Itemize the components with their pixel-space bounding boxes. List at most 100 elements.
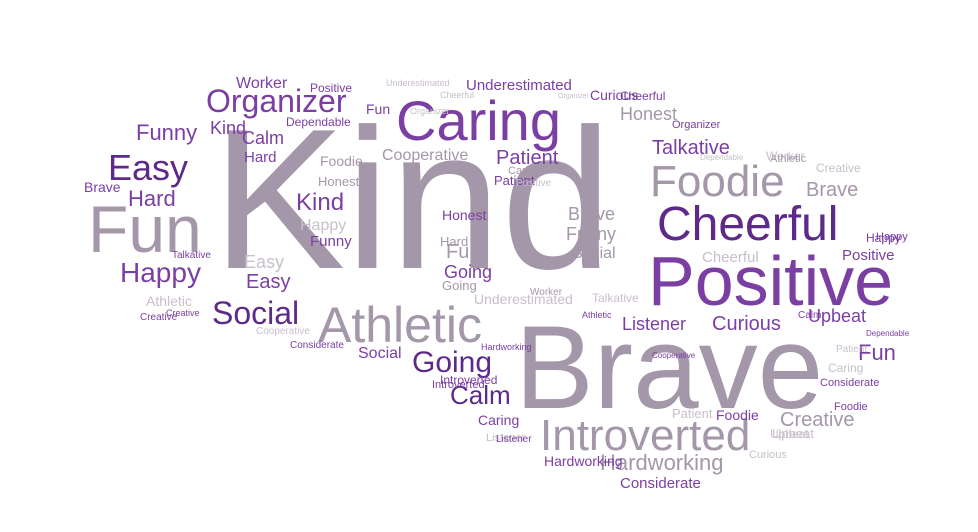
word-underestimated-86: Underestimated: [474, 291, 573, 307]
word-positive-79: Positive: [516, 178, 551, 189]
word-worker-57: Worker: [530, 287, 563, 298]
word-athletic-88: Athletic: [770, 153, 807, 165]
word-patient-17: Patient: [496, 147, 559, 169]
word-listener-95: Listener: [496, 434, 532, 445]
word-brave-90: Brave: [84, 179, 121, 195]
word-patient-96: Patient: [836, 344, 867, 355]
word-positive-58: Positive: [310, 81, 352, 95]
word-honest-49: Honest: [318, 174, 360, 189]
word-introverted-46: Introverted: [432, 379, 485, 391]
word-foodie-8: Foodie: [650, 157, 785, 206]
word-cooperative-92: Cooperative: [256, 326, 310, 337]
word-creative-25: Creative: [780, 409, 854, 431]
word-hard-38: Hard: [244, 149, 277, 166]
word-calm-27: Calm: [242, 128, 284, 148]
word-talkative-91: Talkative: [172, 250, 211, 261]
word-happy-89: Happy: [876, 231, 908, 243]
word-talkative-72: Talkative: [592, 291, 639, 305]
word-going-53: Going: [442, 278, 477, 293]
word-brave-1: Brave: [515, 302, 823, 434]
word-dependable-76: Dependable: [866, 329, 910, 338]
word-brave-39: Brave: [568, 204, 615, 224]
word-caring-98: Caring: [828, 361, 863, 375]
word-happy-36: Happy: [300, 217, 346, 234]
word-funny-37: Funny: [310, 233, 352, 250]
word-hard-55: Hard: [440, 234, 468, 249]
word-creative-99: Creative: [140, 312, 178, 323]
word-kind-0: Kind: [212, 88, 612, 311]
word-foodie-48: Foodie: [320, 153, 363, 169]
word-cooperative-28: Cooperative: [382, 147, 468, 164]
word-funny-18: Funny: [136, 120, 197, 145]
word-organizer-62: Organizer: [672, 119, 721, 131]
word-cheerful-50: Cheerful: [702, 249, 759, 266]
word-fun-33: Fun: [446, 241, 480, 263]
word-calm-15: Calm: [450, 380, 511, 410]
word-funny-40: Funny: [566, 224, 616, 244]
word-listener-22: Listener: [622, 314, 686, 334]
word-foodie-66: Foodie: [834, 401, 868, 413]
word-positive-51: Positive: [842, 247, 895, 264]
word-worker-30: Worker: [236, 75, 288, 92]
word-honest-19: Honest: [620, 104, 677, 124]
word-patient-71: Patient: [672, 406, 713, 421]
word-happy-13: Happy: [120, 257, 201, 288]
word-hardworking-84: Hardworking: [481, 342, 532, 352]
word-worker-78: Worker: [766, 149, 804, 163]
word-calm-81: Calm: [798, 310, 821, 321]
word-going-12: Going: [412, 346, 492, 379]
word-caring-3: Caring: [396, 89, 561, 152]
word-cheerful-60: Cheerful: [620, 89, 665, 103]
word-brave-31: Brave: [806, 179, 858, 201]
word-organizer-10: Organizer: [206, 83, 347, 119]
word-athletic-6: Athletic: [318, 297, 482, 353]
word-social-42: Social: [358, 345, 402, 362]
word-introverted-7: Introverted: [540, 411, 750, 460]
word-foodie-44: Foodie: [716, 407, 759, 423]
word-cheerful-5: Cheerful: [657, 198, 838, 251]
word-fun-24: Fun: [858, 340, 896, 365]
word-talkative-20: Talkative: [652, 137, 730, 159]
word-hard-16: Hard: [128, 186, 176, 211]
word-considerate-93: Considerate: [290, 340, 344, 351]
word-cheerful-75: Cheerful: [440, 90, 474, 100]
word-dependable-77: Dependable: [700, 153, 744, 162]
word-social-41: Social: [572, 245, 616, 262]
word-underestimated-29: Underestimated: [466, 77, 572, 94]
word-hardworking-70: Hardworking: [544, 453, 623, 469]
word-social-11: Social: [212, 295, 299, 331]
word-athletic-56: Athletic: [146, 293, 192, 309]
word-kind-32: Kind: [296, 189, 344, 216]
word-cooperative-83: Cooperative: [652, 351, 696, 360]
word-listener-69: Listener: [486, 432, 525, 444]
word-easy-34: Easy: [246, 271, 290, 293]
word-athletic-82: Athletic: [582, 310, 612, 320]
word-upbeat-23: Upbeat: [808, 306, 866, 326]
word-curious-21: Curious: [712, 313, 781, 335]
word-creative-80: Creative: [166, 308, 200, 318]
word-patient-63: Patient: [494, 173, 535, 188]
word-creative-67: Creative: [816, 161, 861, 175]
word-positive-2: Positive: [648, 242, 893, 320]
word-upbeat-97: Upbeat: [770, 427, 809, 441]
word-going-54: Going: [444, 262, 492, 282]
word-considerate-43: Considerate: [620, 475, 701, 492]
word-dependable-59: Dependable: [286, 115, 351, 129]
word-caring-64: Caring: [508, 165, 540, 177]
word-caring-45: Caring: [478, 412, 519, 428]
word-fun-4: Fun: [88, 192, 202, 266]
word-kind-26: Kind: [210, 118, 246, 138]
word-curious-94: Curious: [749, 449, 787, 461]
word-fun-100: Fun: [366, 101, 390, 117]
word-considerate-65: Considerate: [820, 377, 879, 389]
word-easy-35: Easy: [244, 252, 284, 272]
word-happy-52: Happy: [866, 231, 901, 245]
word-hardworking-14: Hardworking: [600, 450, 724, 475]
word-easy-9: Easy: [108, 147, 188, 188]
word-curious-61: Curious: [590, 87, 638, 103]
word-organizer-87: Organizer: [558, 93, 589, 100]
word-upbeat-68: Upbeat: [772, 426, 814, 441]
word-underestimated-73: Underestimated: [386, 78, 450, 88]
word-honest-47: Honest: [442, 207, 486, 223]
